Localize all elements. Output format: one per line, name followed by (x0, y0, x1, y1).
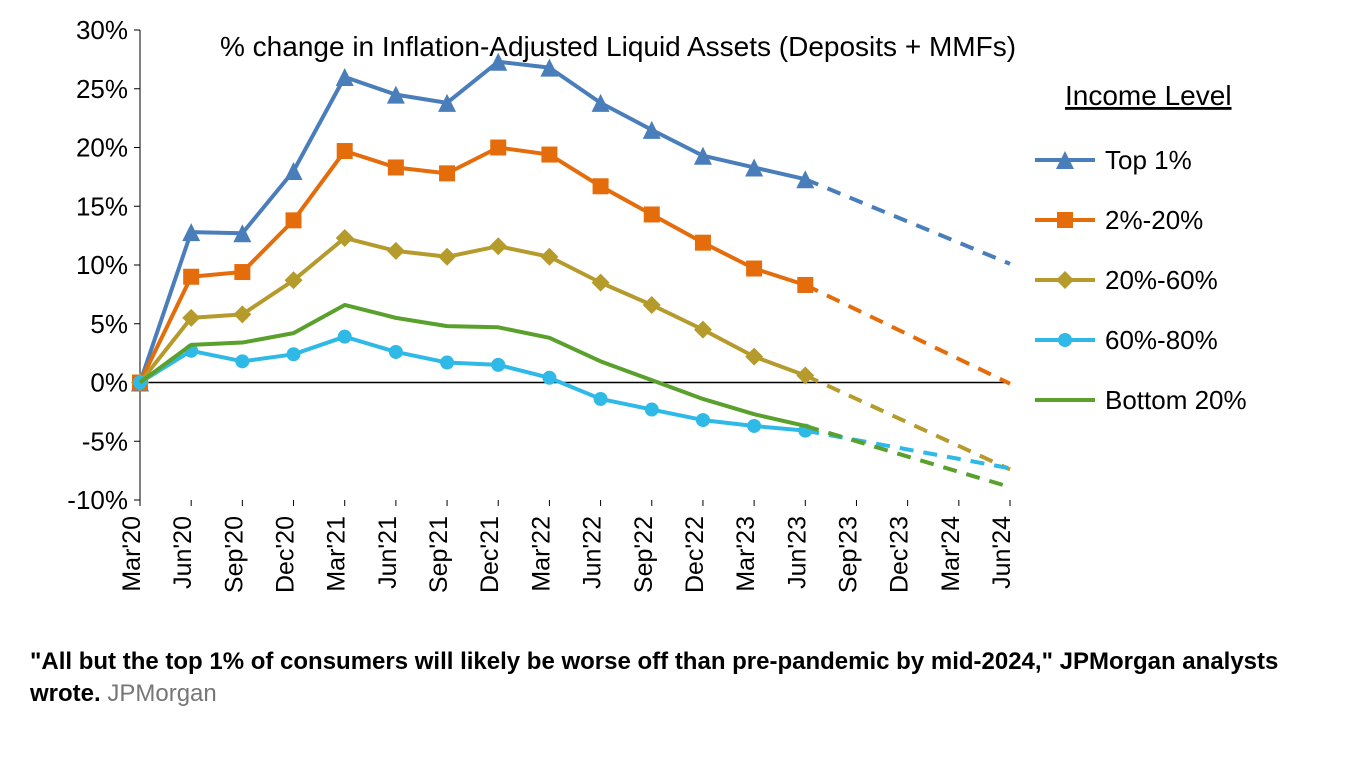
caption-source: JPMorgan (107, 680, 216, 707)
series-marker (235, 354, 249, 368)
series-marker (338, 330, 352, 344)
series-marker (746, 261, 762, 277)
legend-title: Income Level (1065, 80, 1232, 111)
x-tick-label: Sep'22 (630, 516, 658, 593)
y-tick-label: 15% (76, 191, 128, 221)
series-marker (388, 159, 404, 175)
x-tick-label: Mar'24 (937, 516, 965, 592)
x-tick-label: Sep'20 (220, 516, 248, 593)
legend-label: 2%-20% (1105, 205, 1203, 235)
caption-text: "All but the top 1% of consumers will li… (30, 648, 1278, 707)
series-marker (234, 264, 250, 280)
x-tick-label: Dec'21 (476, 516, 504, 593)
chart-title: % change in Inflation-Adjusted Liquid As… (220, 31, 1016, 62)
x-tick-label: Sep'23 (834, 516, 862, 593)
x-tick-label: Jun'21 (374, 516, 402, 589)
series-marker (594, 392, 608, 406)
series-marker (593, 178, 609, 194)
series-marker (285, 162, 303, 180)
series-marker (387, 242, 405, 260)
series-line-projected (805, 179, 1010, 264)
caption: "All but the top 1% of consumers will li… (30, 646, 1338, 711)
x-tick-label: Jun'23 (783, 516, 811, 589)
y-tick-label: 25% (76, 74, 128, 104)
legend-label: Bottom 20% (1105, 385, 1247, 415)
x-tick-label: Dec'23 (886, 516, 914, 593)
series-line-projected (805, 285, 1010, 384)
x-tick-label: Jun'22 (579, 516, 607, 589)
y-tick-label: -5% (82, 426, 128, 456)
series-marker (696, 413, 710, 427)
x-tick-label: Mar'22 (527, 516, 555, 592)
x-tick-label: Dec'20 (272, 516, 300, 593)
series-marker (439, 165, 455, 181)
y-tick-label: -10% (67, 485, 128, 515)
x-tick-label: Mar'23 (732, 516, 760, 592)
series-line-projected (805, 426, 1010, 487)
x-tick-label: Jun'20 (169, 516, 197, 589)
x-tick-label: Mar'21 (323, 516, 351, 592)
y-tick-label: 5% (90, 309, 128, 339)
legend-label: 20%-60% (1105, 265, 1218, 295)
series-marker (336, 68, 354, 86)
series-marker (695, 235, 711, 251)
series-marker (644, 206, 660, 222)
series-marker (643, 296, 661, 314)
series-marker (745, 348, 763, 366)
x-tick-label: Mar'20 (118, 516, 146, 592)
series-marker (438, 248, 456, 266)
series-marker (747, 419, 761, 433)
series-marker (490, 140, 506, 156)
series-marker (694, 321, 712, 339)
series-marker (489, 237, 507, 255)
series-marker (645, 403, 659, 417)
y-tick-label: 30% (76, 20, 128, 45)
y-tick-label: 0% (90, 368, 128, 398)
series-marker (491, 358, 505, 372)
series-marker (337, 143, 353, 159)
legend-label: Top 1% (1105, 145, 1192, 175)
series-marker (183, 269, 199, 285)
series-marker (797, 277, 813, 293)
x-tick-label: Dec'22 (681, 516, 709, 593)
y-tick-label: 10% (76, 250, 128, 280)
series-marker (643, 121, 661, 139)
liquid-assets-chart: 30% 25% 20% 15% 10% 5% 0% -5% -10%Mar'20 Jun'20 Se… (30, 20, 1338, 640)
series-marker (541, 147, 557, 163)
series-marker (542, 371, 556, 385)
chart-svg: 30% 25% 20% 15% 10% 5% 0% -5% -10%Mar'20 Jun'20 Se… (30, 20, 1338, 640)
series-marker (389, 345, 403, 359)
series-marker (440, 356, 454, 370)
x-tick-label: Sep'21 (425, 516, 453, 593)
x-tick-label: Jun'24 (988, 516, 1016, 589)
series-marker (287, 347, 301, 361)
legend-label: 60%-80% (1105, 325, 1218, 355)
y-tick-label: 20% (76, 133, 128, 163)
series-marker (286, 212, 302, 228)
series-marker (592, 274, 610, 292)
series-marker (540, 248, 558, 266)
